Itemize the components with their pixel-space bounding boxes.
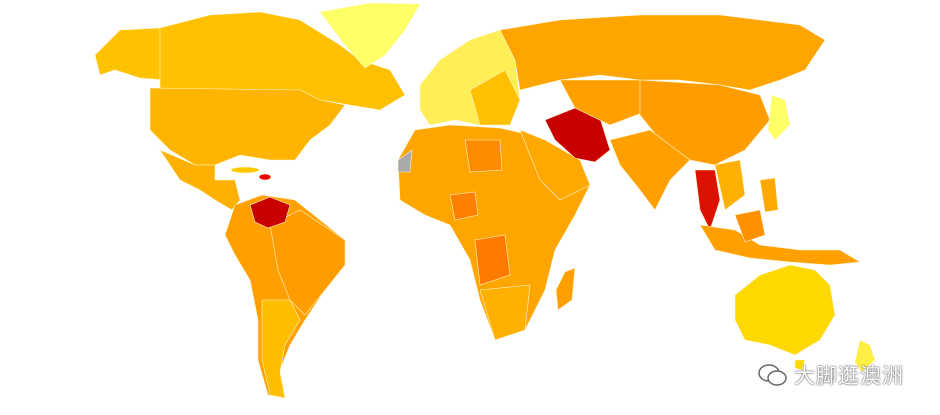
arabia	[519, 129, 591, 201]
east-europe	[469, 69, 521, 126]
mexico	[159, 149, 241, 211]
libya	[464, 139, 503, 173]
australia	[734, 264, 836, 356]
philippines	[759, 177, 779, 213]
indonesia	[699, 224, 861, 266]
argentina	[261, 299, 301, 399]
wechat-icon	[758, 364, 787, 386]
brazil	[269, 209, 346, 316]
watermark-text: 大脚逛澳洲	[794, 364, 904, 388]
southern-africa	[479, 284, 531, 341]
sahara-west	[397, 149, 413, 173]
indochina	[714, 159, 746, 211]
japan	[767, 94, 791, 141]
usa	[149, 87, 346, 166]
alaska	[94, 27, 166, 81]
nigeria	[449, 191, 479, 221]
greenland	[319, 2, 421, 69]
borneo	[734, 209, 766, 243]
russia	[499, 14, 826, 91]
haiti	[258, 173, 272, 181]
venezuela	[249, 196, 291, 229]
central-asia	[559, 79, 651, 126]
new-zealand	[854, 339, 876, 373]
cuba	[230, 166, 260, 174]
china	[639, 79, 771, 166]
drc	[474, 234, 511, 286]
tasmania	[794, 359, 806, 371]
madagascar	[555, 267, 576, 311]
watermark: 大脚逛澳洲	[758, 360, 904, 390]
india	[609, 129, 691, 211]
thailand	[694, 169, 721, 231]
